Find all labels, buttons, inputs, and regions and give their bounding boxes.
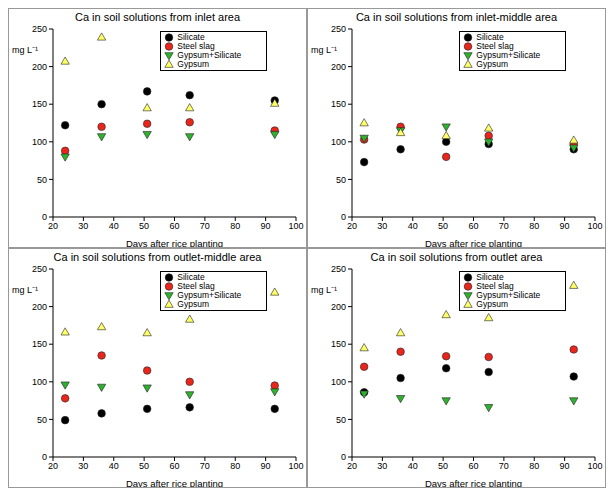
- html-text:mg L⁻¹: mg L⁻¹: [311, 44, 337, 55]
- svg-text:70: 70: [200, 221, 210, 231]
- svg-text:80: 80: [230, 221, 240, 231]
- svg-text:30: 30: [78, 461, 88, 471]
- svg-text:250: 250: [331, 265, 346, 274]
- html-text:mg L⁻¹: mg L⁻¹: [311, 284, 337, 295]
- svg-text:250: 250: [32, 25, 47, 34]
- svg-text:50: 50: [336, 415, 346, 425]
- html-text:Gypsum+Silicate: Gypsum+Silicate: [476, 50, 541, 60]
- html-text:mg L⁻¹: mg L⁻¹: [12, 44, 38, 55]
- svg-text:150: 150: [32, 99, 47, 109]
- svg-text:20: 20: [347, 461, 357, 471]
- svg-text:150: 150: [331, 339, 346, 349]
- svg-text:40: 40: [408, 221, 418, 231]
- svg-text:50: 50: [336, 175, 346, 185]
- svg-text:40: 40: [408, 461, 418, 471]
- svg-text:90: 90: [261, 461, 271, 471]
- svg-text:250: 250: [331, 25, 346, 34]
- svg-text:0: 0: [42, 212, 47, 222]
- svg-text:90: 90: [560, 461, 570, 471]
- svg-text:100: 100: [587, 221, 602, 231]
- svg-text:200: 200: [331, 302, 346, 312]
- html-text:Gypsum: Gypsum: [177, 299, 209, 309]
- svg-text:20: 20: [347, 221, 357, 231]
- html-text:Silicate: Silicate: [476, 272, 504, 282]
- html-text:Ca in soil solutions from outl: Ca in soil solutions from outlet area: [370, 251, 543, 263]
- html-text:Gypsum+Silicate: Gypsum+Silicate: [177, 290, 242, 300]
- svg-text:50: 50: [37, 415, 47, 425]
- svg-text:90: 90: [560, 221, 570, 231]
- svg-text:30: 30: [377, 461, 387, 471]
- svg-text:20: 20: [48, 221, 58, 231]
- svg-text:40: 40: [109, 221, 119, 231]
- svg-text:200: 200: [32, 302, 47, 312]
- svg-text:70: 70: [499, 461, 509, 471]
- svg-text:0: 0: [341, 452, 346, 462]
- html-text:Gypsum+Silicate: Gypsum+Silicate: [177, 50, 242, 60]
- svg-text:70: 70: [200, 461, 210, 471]
- svg-text:100: 100: [288, 461, 303, 471]
- svg-text:80: 80: [529, 461, 539, 471]
- svg-text:0: 0: [341, 212, 346, 222]
- svg-text:30: 30: [377, 221, 387, 231]
- svg-text:Days after rice planting: Days after rice planting: [425, 238, 522, 247]
- html-text:Ca in soil solutions from inle: Ca in soil solutions from inlet area: [75, 11, 240, 23]
- svg-text:50: 50: [438, 221, 448, 231]
- html-text:Steel slag: Steel slag: [177, 281, 215, 291]
- html-text:Steel slag: Steel slag: [476, 281, 514, 291]
- svg-text:Days after rice planting: Days after rice planting: [425, 478, 522, 487]
- html-text:Steel slag: Steel slag: [177, 41, 215, 51]
- svg-text:100: 100: [331, 377, 346, 387]
- svg-text:50: 50: [139, 221, 149, 231]
- svg-text:80: 80: [230, 461, 240, 471]
- svg-text:60: 60: [468, 461, 478, 471]
- svg-text:50: 50: [438, 461, 448, 471]
- svg-text:Days after rice planting: Days after rice planting: [126, 238, 223, 247]
- svg-text:150: 150: [331, 99, 346, 109]
- svg-text:40: 40: [109, 461, 119, 471]
- svg-text:90: 90: [261, 221, 271, 231]
- svg-text:60: 60: [468, 221, 478, 231]
- html-text:Ca in soil solutions from inle: Ca in soil solutions from inlet-middle a…: [355, 11, 558, 23]
- svg-text:200: 200: [32, 62, 47, 72]
- html-text:Gypsum: Gypsum: [476, 299, 508, 309]
- html-text:mg L⁻¹: mg L⁻¹: [12, 284, 38, 295]
- svg-text:0: 0: [42, 452, 47, 462]
- svg-text:100: 100: [331, 137, 346, 147]
- html-text:Gypsum: Gypsum: [476, 59, 508, 69]
- html-text:Silicate: Silicate: [476, 32, 504, 42]
- svg-text:150: 150: [32, 339, 47, 349]
- svg-text:20: 20: [48, 461, 58, 471]
- svg-text:50: 50: [37, 175, 47, 185]
- svg-text:70: 70: [499, 221, 509, 231]
- svg-text:200: 200: [331, 62, 346, 72]
- html-text:Gypsum+Silicate: Gypsum+Silicate: [476, 290, 541, 300]
- html-text:Steel slag: Steel slag: [476, 41, 514, 51]
- html-text:Gypsum: Gypsum: [177, 59, 209, 69]
- html-text:Ca in soil solutions from outl: Ca in soil solutions from outlet-middle …: [53, 251, 262, 263]
- html-text:Silicate: Silicate: [177, 272, 205, 282]
- svg-text:30: 30: [78, 221, 88, 231]
- svg-text:80: 80: [529, 221, 539, 231]
- svg-text:100: 100: [587, 461, 602, 471]
- svg-text:Days after rice planting: Days after rice planting: [126, 478, 223, 487]
- svg-text:60: 60: [169, 221, 179, 231]
- svg-text:250: 250: [32, 265, 47, 274]
- svg-text:60: 60: [169, 461, 179, 471]
- svg-text:100: 100: [32, 137, 47, 147]
- html-text:Silicate: Silicate: [177, 32, 205, 42]
- svg-text:50: 50: [139, 461, 149, 471]
- svg-text:100: 100: [288, 221, 303, 231]
- svg-text:100: 100: [32, 377, 47, 387]
